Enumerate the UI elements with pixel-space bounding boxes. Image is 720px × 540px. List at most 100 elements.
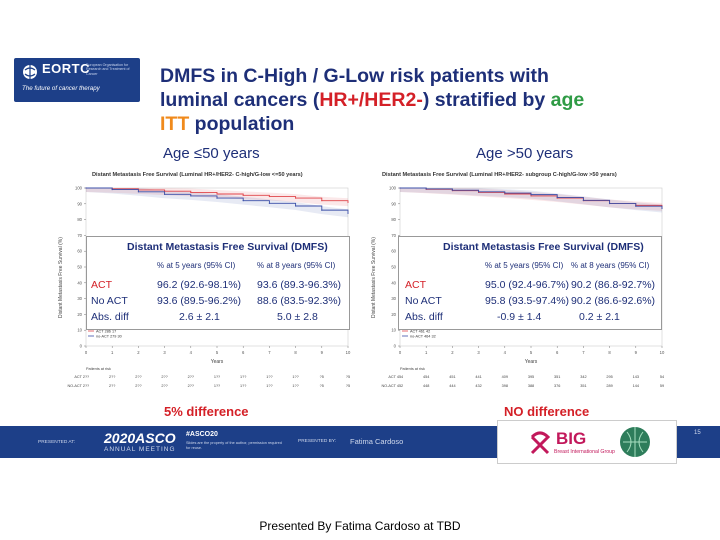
at-risk-row-label: NO-ACT <box>67 384 82 388</box>
right-row-diff-label: Abs. diff <box>405 311 443 323</box>
at-risk-value: 143 <box>633 375 639 379</box>
x-tick-label: 9 <box>635 350 638 355</box>
right-row-noact-label: No ACT <box>405 295 442 307</box>
x-tick-label: 5 <box>530 350 533 355</box>
at-risk-value: 342 <box>580 375 586 379</box>
footer-presenter: Fatima Cardoso <box>350 437 404 446</box>
x-tick-label: 1 <box>425 350 428 355</box>
footer-annual-meeting: ANNUAL MEETING <box>104 446 176 453</box>
data-point <box>242 200 244 202</box>
presented-by-note: Presented By Fatima Cardoso at TBD <box>259 519 461 533</box>
left-row-noact-label: No ACT <box>91 295 128 307</box>
left-col-8y: % at 8 years (95% CI) <box>257 261 336 270</box>
data-point <box>85 187 87 189</box>
data-point <box>216 193 218 195</box>
left-row-noact-8y: 88.6 (83.5-92.3%) <box>257 295 342 307</box>
y-tick-label: 80 <box>77 217 82 222</box>
y-tick-label: 70 <box>391 233 396 238</box>
data-point <box>295 205 297 207</box>
x-tick-label: 0 <box>85 350 88 355</box>
at-risk-value: 2?? <box>109 384 115 388</box>
at-risk-value: 1?? <box>214 375 220 379</box>
data-point <box>451 189 453 191</box>
data-point <box>268 202 270 204</box>
at-risk-row-label: NO-ACT <box>381 384 396 388</box>
at-risk-value: 454 <box>397 375 403 379</box>
x-tick-label: 9 <box>321 350 324 355</box>
data-point <box>321 209 323 211</box>
footer-presented-by: PRESENTED BY: <box>298 439 337 444</box>
y-tick-label: 20 <box>77 312 82 317</box>
at-risk-row-label: ACT <box>74 375 82 379</box>
right-row-diff-8y: 0.2 ± 2.1 <box>579 311 620 323</box>
x-tick-label: 8 <box>294 350 297 355</box>
at-risk-value: 351 <box>554 375 560 379</box>
at-risk-value: 1?? <box>240 384 246 388</box>
at-risk-value: ?5 <box>320 384 324 388</box>
at-risk-value: 409 <box>502 375 508 379</box>
at-risk-value: 398 <box>502 384 508 388</box>
x-tick-label: 8 <box>608 350 611 355</box>
data-point <box>556 196 558 199</box>
x-tick-label: 0 <box>399 350 402 355</box>
data-point <box>295 197 297 199</box>
y-tick-label: 10 <box>391 328 396 333</box>
data-point <box>321 200 323 202</box>
data-point <box>347 201 349 203</box>
at-risk-value: 444 <box>449 384 455 388</box>
data-point <box>478 191 480 193</box>
ci-band-no-act <box>86 188 348 218</box>
at-risk-value: 448 <box>423 384 429 388</box>
at-risk-value: 54 <box>660 375 664 379</box>
footer-hashtag: #ASCO20 <box>186 431 218 438</box>
at-risk-value: 452 <box>397 384 403 388</box>
footer-asco-logo: 2020ASCO <box>104 430 176 446</box>
data-point <box>661 207 663 210</box>
at-risk-value: 432 <box>475 384 481 388</box>
x-tick-label: 6 <box>242 350 245 355</box>
at-risk-value: ?5 <box>346 384 350 388</box>
x-tick-label: 2 <box>451 350 454 355</box>
left-row-act-5y: 96.2 (92.6-98.1%) <box>157 279 242 291</box>
at-risk-value: 2?? <box>188 384 194 388</box>
data-point <box>504 193 506 195</box>
y-tick-label: 0 <box>80 344 83 349</box>
at-risk-value: 2?? <box>135 375 141 379</box>
y-tick-label: 60 <box>391 249 396 254</box>
legend-entry: ACT 461 42 <box>410 330 430 334</box>
mindact-globe-icon <box>620 427 650 457</box>
at-risk-value: 1?? <box>240 375 246 379</box>
at-risk-value: ?5 <box>320 375 324 379</box>
right-row-act-5y: 95.0 (92.4-96.7%) <box>485 279 570 291</box>
eortc-logo: EORTC European Organisation for Research… <box>14 58 140 102</box>
y-tick-label: 90 <box>77 201 82 206</box>
right-row-act-label: ACT <box>405 279 426 291</box>
x-tick-label: 5 <box>216 350 219 355</box>
legend-entry: no-ACT 464 32 <box>410 335 436 339</box>
data-point <box>137 191 139 193</box>
data-point <box>111 188 113 191</box>
at-risk-value: 1?? <box>266 375 272 379</box>
right-panel-title: Distant Metastasis Free Survival (Lumina… <box>382 172 617 178</box>
left-table-title: Distant Metastasis Free Survival (DMFS) <box>127 241 328 253</box>
y-tick-label: 50 <box>77 265 82 270</box>
slide-number: 15 <box>694 430 701 436</box>
at-risk-value: 1?? <box>292 384 298 388</box>
logo-small-text: European Organisation for Research and T… <box>86 63 130 76</box>
title-line-1: DMFS in C-High / G-Low risk patients wit… <box>160 65 549 87</box>
x-tick-label: 7 <box>582 350 585 355</box>
y-tick-label: 40 <box>391 280 396 285</box>
at-risk-row-label: ACT <box>388 375 396 379</box>
at-risk-value: 454 <box>423 375 429 379</box>
title-line-2: luminal cancers (HR+/HER2-) stratified b… <box>160 89 585 111</box>
left-row-diff-label: Abs. diff <box>91 311 129 323</box>
at-risk-value: 2?? <box>83 375 89 379</box>
left-panel-title: Distant Metastasis Free Survival (Lumina… <box>92 172 303 178</box>
y-tick-label: 100 <box>389 186 397 191</box>
big-logo-sub: Breast International Group <box>554 449 615 455</box>
at-risk-value: 1?? <box>292 375 298 379</box>
at-risk-value: 395 <box>528 375 534 379</box>
data-point <box>530 194 532 196</box>
y-tick-label: 100 <box>75 186 83 191</box>
left-heading: Age ≤50 years <box>163 145 260 162</box>
